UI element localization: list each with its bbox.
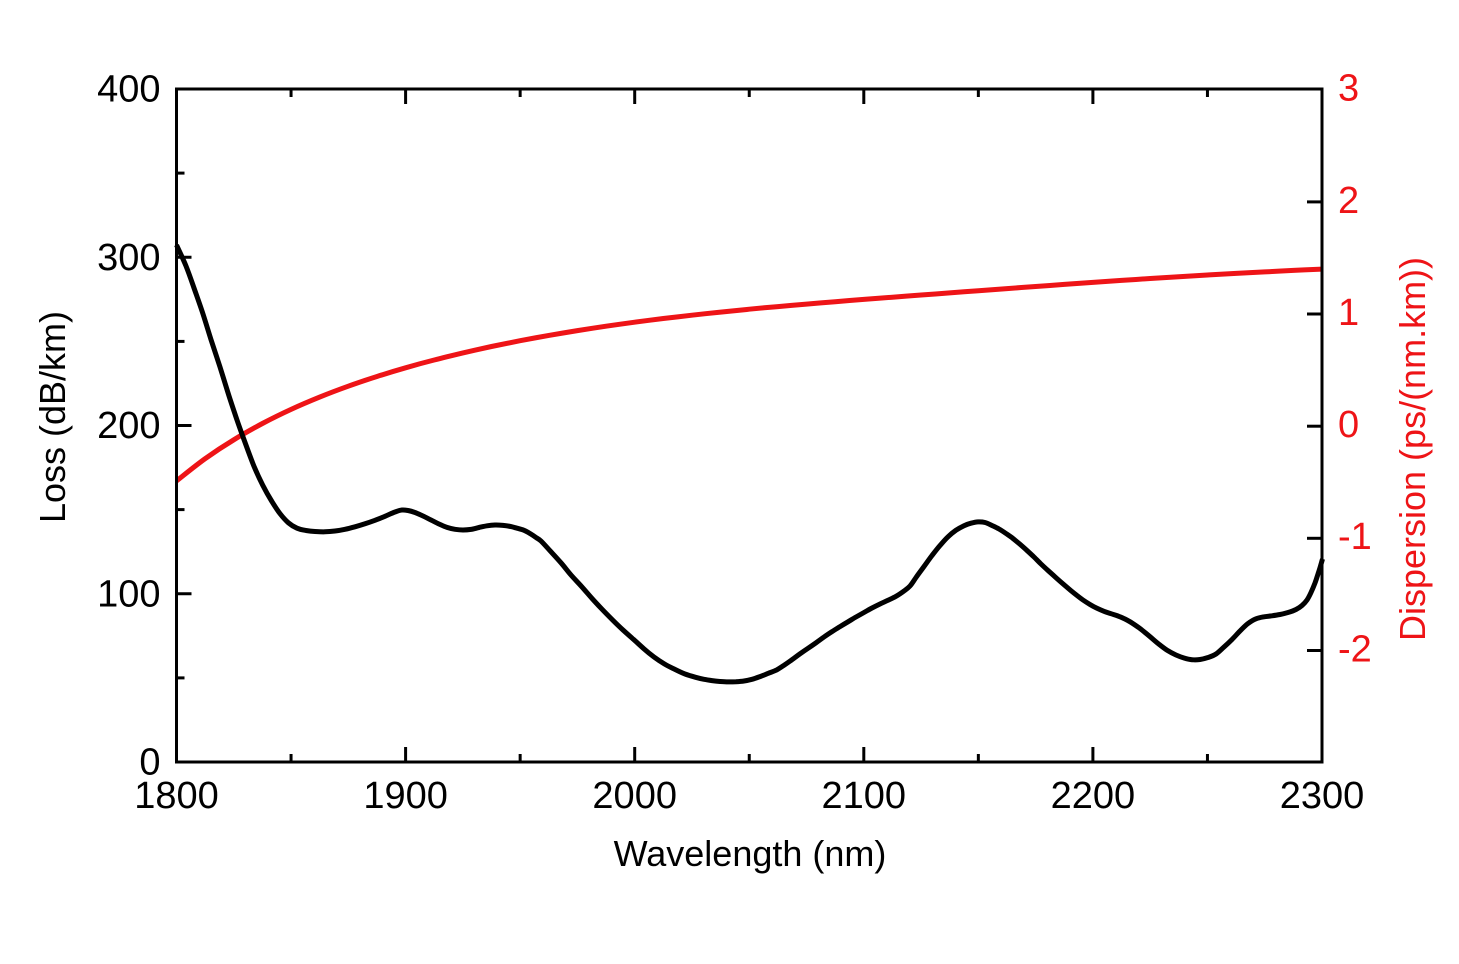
svg-text:0: 0: [1338, 404, 1359, 446]
svg-text:Wavelength (nm): Wavelength (nm): [614, 833, 887, 874]
svg-text:1800: 1800: [134, 775, 219, 817]
svg-text:0: 0: [139, 742, 160, 784]
svg-text:-2: -2: [1338, 628, 1372, 670]
svg-text:2: 2: [1338, 180, 1359, 222]
svg-text:1: 1: [1338, 292, 1359, 334]
svg-text:1900: 1900: [363, 775, 448, 817]
svg-text:Dispersion (ps/(nm.km)): Dispersion (ps/(nm.km)): [1392, 257, 1433, 641]
svg-text:2200: 2200: [1051, 775, 1136, 817]
svg-text:100: 100: [97, 573, 160, 615]
svg-text:-1: -1: [1338, 516, 1372, 558]
svg-text:3: 3: [1338, 68, 1359, 110]
svg-text:2100: 2100: [822, 775, 907, 817]
svg-text:Loss (dB/km): Loss (dB/km): [32, 311, 73, 523]
svg-text:2300: 2300: [1280, 775, 1365, 817]
svg-text:300: 300: [97, 237, 160, 279]
svg-text:200: 200: [97, 405, 160, 447]
svg-text:2000: 2000: [592, 775, 677, 817]
svg-text:400: 400: [97, 69, 160, 111]
